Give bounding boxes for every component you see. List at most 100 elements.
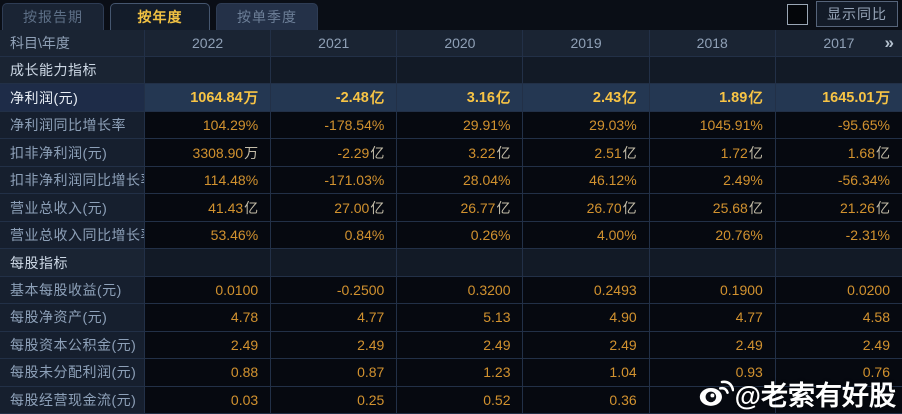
value-cell-2019: 2.49 <box>523 331 650 360</box>
row-label: 成长能力指标 <box>0 57 145 85</box>
value-cell-2019: 26.70 亿 <box>523 194 650 222</box>
value-cell-2017: -2.31% <box>775 221 902 250</box>
row-label: 净利润(元) <box>0 84 145 112</box>
value-cell-2019: 29.03% <box>523 111 650 140</box>
value-cell-2022: 0.03 <box>145 386 272 414</box>
value-cell-2019 <box>523 57 650 85</box>
table-row[interactable]: 成长能力指标 <box>0 57 902 85</box>
value-cell-2019: 2.43 亿 <box>523 84 650 112</box>
value-cell-2018: 0.1900 <box>649 276 776 305</box>
table-row[interactable]: 营业总收入同比增长率 53.46% 0.84% 0.26% 4.00% 20.76% -2.… <box>0 221 902 250</box>
value-cell-2019 <box>523 249 650 277</box>
value-cell-2020: 0.26% <box>397 221 524 250</box>
value-cell-2020: 0.3200 <box>397 276 524 305</box>
value-cell-2017 <box>775 386 902 414</box>
row-label: 每股净资产(元) <box>0 304 145 332</box>
value-cell-2022: 41.43 亿 <box>145 194 272 222</box>
row-label: 营业总收入(元) <box>0 194 145 222</box>
table-row[interactable]: 每股净资产(元) 4.78 4.77 5.13 4.90 4.77 4.58 <box>0 304 902 332</box>
value-cell-2022: 1064.84 万 <box>145 84 272 112</box>
row-label: 扣非净利润(元) <box>0 139 145 167</box>
value-cell-2022: 0.0100 <box>145 276 272 305</box>
value-cell-2018: 1045.91% <box>649 111 776 140</box>
value-cell-2017: -95.65% <box>775 111 902 140</box>
tab-by-year[interactable]: 按年度 <box>110 3 210 30</box>
show-yoy-label[interactable]: 显示同比 <box>816 1 898 27</box>
value-cell-2021: 0.25 <box>271 386 398 414</box>
table-row[interactable]: 扣非净利润(元) 3308.90 万 -2.29 亿 3.22 亿 2.51 亿 1.72 亿 1.6… <box>0 139 902 167</box>
row-label: 每股经营现金流(元) <box>0 386 145 414</box>
row-label: 扣非净利润同比增长率 <box>0 166 145 195</box>
value-cell-2022: 104.29% <box>145 111 272 140</box>
value-cell-2021: -171.03% <box>271 166 398 195</box>
table-row[interactable]: 净利润同比增长率 104.29% -178.54% 29.91% 29.03% 1045.… <box>0 111 902 140</box>
table-row[interactable]: 每股未分配利润(元) 0.88 0.87 1.23 1.04 0.93 0.76 <box>0 359 902 387</box>
row-label: 营业总收入同比增长率 <box>0 221 145 250</box>
yoy-controls: 显示同比 <box>787 1 902 30</box>
table-row[interactable]: 营业总收入(元) 41.43 亿 27.00 亿 26.77 亿 26.70 亿 25.68 亿 21… <box>0 194 902 222</box>
value-cell-2020: 3.16 亿 <box>397 84 524 112</box>
value-cell-2022: 114.48% <box>145 166 272 195</box>
corner-header: 科目\年度 <box>0 30 145 57</box>
table-row[interactable]: 基本每股收益(元) 0.0100 -0.2500 0.3200 0.2493 0.1900… <box>0 276 902 305</box>
financial-table: 科目\年度 2022 2021 2020 2019 2018 2017 » 成长… <box>0 30 902 414</box>
table-row[interactable]: 净利润(元) 1064.84 万 -2.48 亿 3.16 亿 2.43 亿 1.89 亿 1645.… <box>0 84 902 112</box>
tab-by-single-quarter[interactable]: 按单季度 <box>216 3 318 30</box>
value-cell-2018: 2.49 <box>649 331 776 360</box>
value-cell-2021: 0.84% <box>271 221 398 250</box>
row-label: 净利润同比增长率 <box>0 111 145 140</box>
value-cell-2017: 0.76 <box>775 359 902 387</box>
value-cell-2022: 53.46% <box>145 221 272 250</box>
value-cell-2017 <box>775 249 902 277</box>
value-cell-2020 <box>397 57 524 85</box>
row-label: 每股资本公积金(元) <box>0 331 145 360</box>
tab-by-report-period[interactable]: 按报告期 <box>2 3 104 30</box>
value-cell-2018: 2.49% <box>649 166 776 195</box>
value-cell-2018: 0.93 <box>649 359 776 387</box>
value-cell-2020: 5.13 <box>397 304 524 332</box>
table-row[interactable]: 每股经营现金流(元) 0.03 0.25 0.52 0.36 <box>0 386 902 414</box>
value-cell-2019: 4.90 <box>523 304 650 332</box>
row-label: 基本每股收益(元) <box>0 276 145 305</box>
value-cell-2021: -178.54% <box>271 111 398 140</box>
value-cell-2020: 26.77 亿 <box>397 194 524 222</box>
year-header-2021: 2021 <box>271 30 398 57</box>
value-cell-2017: 0.0200 <box>775 276 902 305</box>
year-header-label: 2017 <box>823 35 855 51</box>
more-columns-chevron-icon[interactable]: » <box>884 33 894 52</box>
value-cell-2018: 1.72 亿 <box>649 139 776 167</box>
value-cell-2021 <box>271 57 398 85</box>
value-cell-2018 <box>649 249 776 277</box>
value-cell-2021: -0.2500 <box>271 276 398 305</box>
table-body: 成长能力指标 净利润(元) 1064.84 万 -2.48 亿 3.16 亿 2.43 亿 1.89… <box>0 57 902 414</box>
row-label: 每股未分配利润(元) <box>0 359 145 387</box>
value-cell-2017: -56.34% <box>775 166 902 195</box>
value-cell-2018 <box>649 386 776 414</box>
value-cell-2017: 1.68 亿 <box>775 139 902 167</box>
value-cell-2019: 46.12% <box>523 166 650 195</box>
value-cell-2020: 3.22 亿 <box>397 139 524 167</box>
value-cell-2020 <box>397 249 524 277</box>
value-cell-2017 <box>775 57 902 85</box>
value-cell-2021 <box>271 249 398 277</box>
value-cell-2019: 1.04 <box>523 359 650 387</box>
value-cell-2017: 2.49 <box>775 331 902 360</box>
table-row[interactable]: 扣非净利润同比增长率 114.48% -171.03% 28.04% 46.12% 2.4… <box>0 166 902 195</box>
show-yoy-checkbox[interactable] <box>787 3 808 25</box>
period-tab-bar: 按报告期 按年度 按单季度 显示同比 <box>0 0 902 30</box>
year-header-2017: 2017 » <box>775 30 902 57</box>
value-cell-2020: 28.04% <box>397 166 524 195</box>
row-label: 每股指标 <box>0 249 145 277</box>
value-cell-2017: 4.58 <box>775 304 902 332</box>
value-cell-2022: 2.49 <box>145 331 272 360</box>
value-cell-2021: 2.49 <box>271 331 398 360</box>
value-cell-2021: -2.29 亿 <box>271 139 398 167</box>
value-cell-2021: 4.77 <box>271 304 398 332</box>
table-row[interactable]: 每股资本公积金(元) 2.49 2.49 2.49 2.49 2.49 2.49 <box>0 331 902 360</box>
value-cell-2020: 29.91% <box>397 111 524 140</box>
year-header-2022: 2022 <box>145 30 272 57</box>
value-cell-2020: 1.23 <box>397 359 524 387</box>
value-cell-2018: 20.76% <box>649 221 776 250</box>
table-row[interactable]: 每股指标 <box>0 249 902 277</box>
